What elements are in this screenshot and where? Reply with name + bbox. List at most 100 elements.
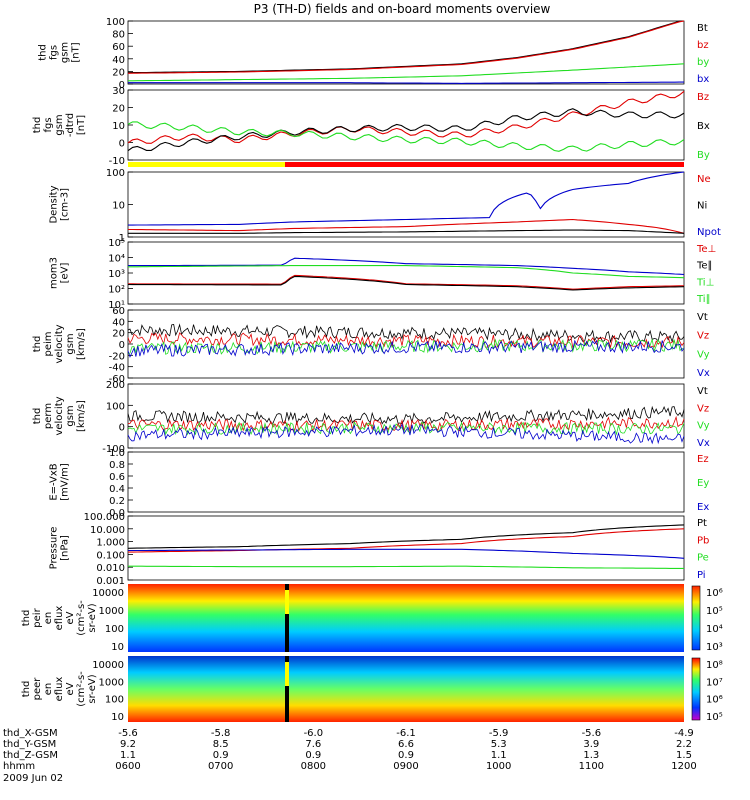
series-Vz: [127, 332, 685, 349]
colorbar-tick-label: 10⁶: [706, 588, 723, 599]
data-gap-stripe: [285, 656, 289, 722]
colorbar-tick-label: 10⁶: [706, 695, 723, 706]
footer-value: 1.3: [583, 750, 599, 761]
y-tick-label: 60: [112, 306, 125, 317]
y-tick-label: 0.001: [96, 576, 125, 587]
footer-value: 1000: [486, 761, 511, 772]
footer-row-label: thd_Y-GSM: [3, 739, 56, 750]
y-axis-label: thdfgsgsm[nT]: [38, 42, 82, 63]
footer-value: 0.9: [305, 750, 321, 761]
legend-item: Bx: [697, 121, 710, 132]
footer-value: 8.5: [213, 739, 229, 750]
legend-item: Ne: [697, 174, 711, 185]
legend-item: Pt: [697, 518, 707, 529]
plot-frame: [127, 171, 685, 238]
series-by: [128, 63, 685, 82]
y-tick-label: 10: [111, 712, 124, 723]
series-Te⊥: [128, 274, 684, 290]
legend-item: Vz: [697, 403, 709, 414]
y-tick-label: 0.100: [96, 550, 125, 561]
y-tick-label: 1.000: [96, 538, 125, 549]
series-Vx: [127, 423, 685, 445]
y-tick-label: 0.2: [109, 496, 125, 507]
panel-efield: 0.00.20.40.60.81.0 E=-VxB[mV/m] Ez Ey Ex: [49, 448, 710, 519]
footer-value: 1.1: [491, 750, 507, 761]
y-tick-label: 100: [105, 624, 124, 635]
data-gap-marker: [285, 662, 289, 686]
y-tick-label: -20: [109, 351, 125, 362]
y-tick-label: 0.010: [96, 563, 125, 574]
colorbar-tick-label: 10⁷: [706, 677, 723, 688]
legend-item: Vz: [697, 331, 709, 342]
y-axis-label: thdfgsgsm-dtrd[nT]: [32, 113, 87, 137]
y-tick-label: 40: [112, 317, 125, 328]
footer-value: 0.9: [213, 750, 229, 761]
colorbar-tick-label: 10⁴: [706, 624, 723, 635]
footer-value: 1100: [579, 761, 604, 772]
footer-value: -6.0: [304, 728, 324, 739]
y-tick-label: -60: [109, 374, 125, 385]
legend-item: Te⊥: [696, 244, 716, 255]
series-Vt: [127, 405, 685, 426]
y-tick-label: 100: [105, 695, 124, 706]
footer-value: 0600: [115, 761, 140, 772]
y-tick-label: 1000: [99, 606, 124, 617]
legend-item: Pe: [697, 553, 709, 564]
series-Ti⊥: [128, 265, 685, 279]
y-tick-label: 10³: [108, 269, 125, 280]
series-Npot: [128, 171, 685, 226]
series-Bx: [127, 108, 685, 152]
y-tick-label: 10: [112, 121, 125, 132]
legend-item: Bt: [697, 23, 708, 34]
series-Vy: [127, 338, 685, 355]
y-tick-label: 0.0: [109, 508, 125, 519]
footer-value: 0900: [393, 761, 418, 772]
y-tick-label: 100: [106, 401, 125, 412]
series-Te∥: [127, 275, 685, 291]
footer-value: -5.8: [211, 728, 231, 739]
footer-value: 0800: [301, 761, 326, 772]
series-Vt: [127, 323, 685, 344]
data-gap-stripe: [285, 584, 289, 652]
series-Pt: [127, 524, 685, 549]
y-tick-label: 100: [106, 168, 125, 179]
legend-item: Pi: [697, 570, 706, 581]
footer-value: 9.2: [120, 739, 136, 750]
y-axis-label: E=-VxB[mV/m]: [49, 463, 71, 501]
series-Ni: [128, 229, 685, 234]
colorbar-tick-label: 10³: [706, 642, 723, 653]
legend-item: Ti∥: [696, 294, 711, 305]
panel-temperature: 10¹ 10² 10³ 10⁴ 10⁵ mom3[eV] Te⊥ Te∥ Ti⊥ Ti∥: [49, 238, 717, 311]
footer-value: 5.3: [491, 739, 507, 750]
series-Bt: [127, 20, 685, 74]
series-Pb: [128, 528, 685, 553]
colorbar-frame: [691, 585, 701, 651]
legend-item: Bz: [697, 92, 709, 103]
legend-item: Vy: [697, 421, 710, 432]
series-Ti∥: [128, 257, 685, 276]
colorbar-frame: [691, 657, 701, 721]
mode-bar: [128, 162, 684, 167]
colorbar: [692, 586, 700, 650]
footer-row-label: thd_Z-GSM: [3, 750, 58, 761]
plot-frame: [127, 20, 685, 85]
footer-value: 0700: [208, 761, 233, 772]
footer-value: -5.6: [582, 728, 602, 739]
legend-item: by: [697, 57, 709, 68]
footer-row-label: thd_X-GSM: [3, 728, 58, 739]
series-Ne: [128, 218, 685, 234]
y-tick-label: -100: [102, 444, 125, 455]
chart-title: P3 (TH-D) fields and on-board moments ov…: [254, 2, 551, 16]
y-tick-label: 20: [112, 329, 125, 340]
footer-row-label: hhmm: [3, 761, 35, 772]
y-tick-label: 10⁴: [108, 254, 125, 265]
y-tick-label: 10¹: [108, 300, 125, 311]
legend-item: Ey: [697, 478, 709, 489]
legend-item: By: [697, 150, 710, 161]
footer-value: -5.9: [489, 728, 509, 739]
footer-value: -4.9: [674, 728, 694, 739]
y-tick-label: 20: [112, 67, 125, 78]
y-tick-label: 0.8: [109, 460, 125, 471]
